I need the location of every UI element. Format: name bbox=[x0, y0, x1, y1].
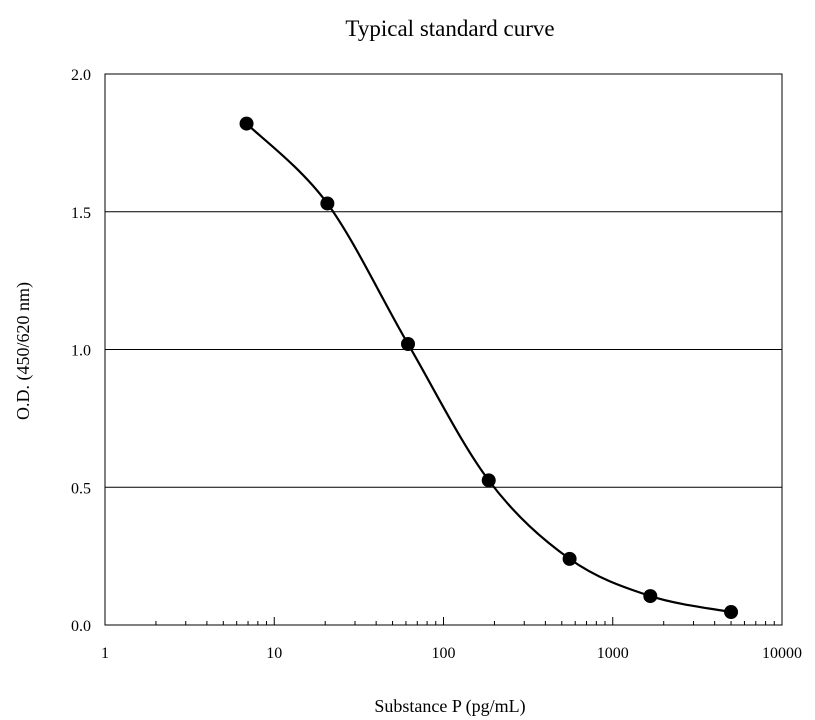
data-point bbox=[401, 336, 416, 351]
plot-area-frame bbox=[104, 73, 783, 626]
data-point bbox=[724, 605, 739, 620]
data-point bbox=[481, 473, 496, 488]
chart-title: Typical standard curve bbox=[345, 16, 554, 41]
y-tick-label: 1.5 bbox=[71, 205, 91, 222]
data-point bbox=[239, 116, 254, 131]
x-axis-title: Substance P (pg/mL) bbox=[374, 696, 525, 717]
x-tick-label: 10000 bbox=[762, 645, 802, 662]
x-tick-label: 1000 bbox=[597, 645, 629, 662]
y-axis-title: O.D. (450/620 nm) bbox=[13, 282, 34, 420]
data-point bbox=[643, 589, 658, 604]
fitted-curve bbox=[245, 122, 732, 614]
data-point bbox=[562, 551, 577, 566]
y-tick-label: 0.5 bbox=[71, 480, 91, 497]
y-tick-label: 1.0 bbox=[71, 343, 91, 360]
tick-layer: 0.0 0.5 1.0 1.5 2.0 1 10 100 1000 10000 bbox=[71, 67, 802, 662]
y-tick-label: 0.0 bbox=[71, 618, 91, 635]
y-tick-label: 2.0 bbox=[71, 67, 91, 84]
x-tick-label: 100 bbox=[432, 645, 456, 662]
curve-layer bbox=[245, 122, 732, 614]
x-tick-label: 10 bbox=[266, 645, 282, 662]
data-point bbox=[320, 196, 335, 211]
x-tick-label: 1 bbox=[101, 645, 109, 662]
points-layer bbox=[239, 116, 739, 620]
grid-layer bbox=[105, 211, 782, 488]
